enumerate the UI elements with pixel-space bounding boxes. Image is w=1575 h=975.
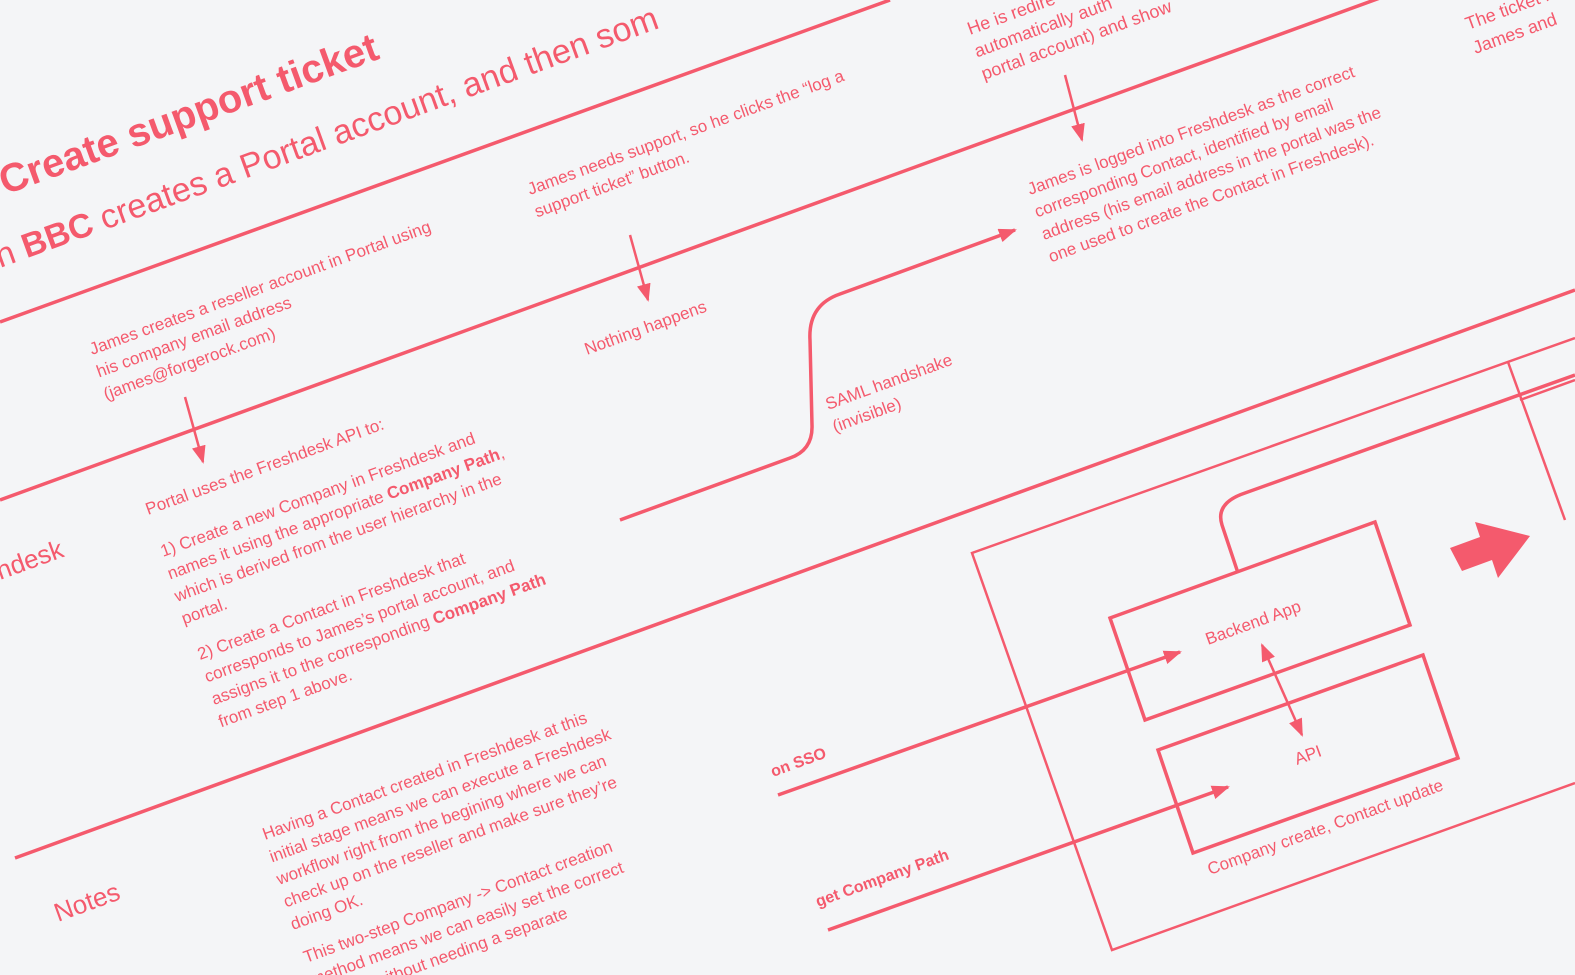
label: Nothing happens [582, 297, 709, 359]
label: API [1292, 742, 1324, 769]
label-part: BBC [16, 205, 98, 266]
label-part: , [496, 443, 507, 462]
label: Backend App [1203, 597, 1304, 649]
lines [0, 0, 1575, 952]
label: Notes [50, 876, 124, 927]
label: Company create, Contact update [1205, 776, 1446, 879]
label: ndesk [0, 533, 68, 585]
label: James needs support, so he clicks the “l… [525, 66, 847, 199]
label: get Company Path [814, 847, 952, 911]
label: on SSO [769, 745, 829, 781]
